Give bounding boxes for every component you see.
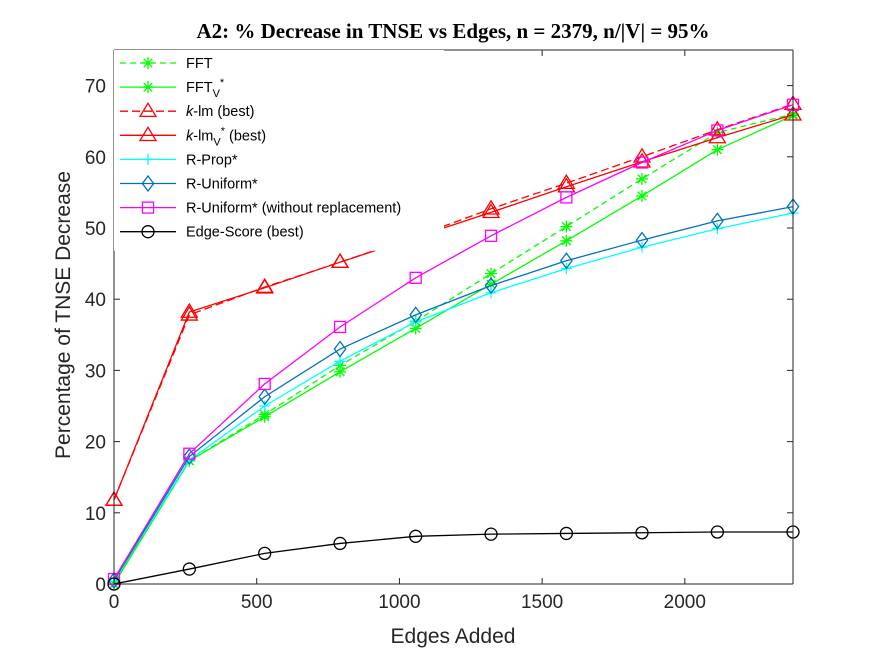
data-point-s3-5 [481, 203, 501, 219]
data-point-s0-6 [560, 220, 573, 233]
data-point-s0-7 [636, 172, 649, 185]
data-point-s6-5 [484, 229, 498, 242]
data-point-s2-5 [481, 199, 501, 215]
legend-label-5: R-Uniform* [186, 177, 258, 193]
data-point-s7-2 [258, 546, 272, 561]
data-point-s1-7 [636, 189, 649, 202]
data-point-s1-8 [711, 143, 724, 156]
data-point-s6-1 [183, 447, 196, 460]
data-point-s5-6 [559, 252, 573, 270]
data-point-s6-4 [409, 271, 422, 284]
series-line-4 [113, 212, 794, 582]
series-line-6 [113, 104, 794, 580]
data-point-s3-3 [330, 252, 350, 269]
y-tick-label-2: 20 [85, 433, 106, 454]
legend-marker-2 [138, 101, 158, 118]
legend-label-6: R-Uniform* (without replacement) [186, 201, 401, 217]
legend-box [114, 50, 444, 251]
data-point-s7-6 [559, 526, 574, 541]
y-tick-label-6: 60 [85, 148, 106, 169]
legend-marker-4 [142, 153, 154, 165]
data-point-s7-5 [484, 527, 498, 541]
y-tick-label-5: 50 [85, 219, 106, 240]
y-tick-label-7: 70 [85, 77, 106, 98]
legend-label-7: Edge-Score (best) [186, 225, 304, 241]
legend: FFT FFTV* k-lm (best) k-lmV* (best) R-Prop* R… [114, 50, 444, 251]
data-point-s5-5 [484, 277, 498, 295]
y-tick-label-4: 40 [85, 290, 106, 311]
legend-label-2: k-lm (best) [186, 104, 254, 120]
series-line-5 [113, 206, 794, 581]
data-point-s1-6 [560, 234, 573, 247]
data-point-s1-3 [334, 365, 347, 378]
chart-title: A2: % Decrease in TNSE vs Edges, n = 237… [196, 19, 709, 43]
data-point-s5-8 [710, 212, 724, 230]
legend-label-4: R-Prop* [186, 152, 238, 168]
data-point-s5-4 [409, 306, 423, 324]
data-point-s3-1 [180, 302, 199, 318]
data-point-s4-2 [259, 400, 271, 412]
data-point-s1-2 [258, 410, 271, 423]
data-point-s7-1 [182, 562, 196, 576]
x-tick-label-1: 500 [241, 592, 273, 613]
data-point-s6-8 [711, 124, 724, 137]
series-line-1 [113, 114, 794, 585]
series-line-7 [113, 531, 793, 585]
y-tick-label-1: 10 [85, 504, 106, 525]
data-point-s2-6 [557, 173, 576, 189]
data-point-s7-4 [409, 529, 423, 543]
data-point-s7-8 [710, 525, 725, 539]
series-line-3 [113, 114, 794, 501]
data-point-s6-6 [560, 191, 573, 204]
data-point-s5-1 [182, 447, 196, 466]
series-line-0 [113, 113, 794, 585]
y-tick-label-0: 0 [95, 575, 106, 596]
data-point-s5-2 [258, 388, 272, 406]
x-tick-label-0: 0 [109, 592, 120, 613]
y-tick-label-3: 30 [85, 361, 106, 382]
data-point-s7-7 [635, 526, 649, 540]
data-point-s5-0 [107, 571, 121, 590]
legend-label-3: k-lmV* (best) [186, 125, 266, 148]
x-axis-label: Edges Added [391, 625, 516, 648]
data-point-s2-8 [708, 120, 727, 136]
legend-label-1: FFTV* [186, 77, 225, 100]
legend-marker-6 [141, 201, 155, 214]
legend-marker-5 [141, 174, 155, 193]
data-point-s7-3 [333, 536, 347, 551]
data-point-s5-7 [635, 231, 649, 249]
data-point-s2-1 [180, 305, 199, 321]
data-point-s6-3 [333, 320, 347, 334]
data-point-s5-3 [333, 340, 347, 358]
data-point-s6-2 [258, 377, 271, 391]
legend-marker-7 [141, 225, 155, 239]
data-point-s6-7 [635, 156, 649, 169]
y-axis-label: Percentage of TNSE Decrease [52, 171, 75, 459]
legend-marker-3 [138, 126, 158, 142]
series-line-2 [113, 103, 794, 501]
x-tick-label-4: 2000 [664, 592, 706, 613]
legend-marker-0 [142, 57, 154, 69]
x-tick-label-2: 1000 [378, 592, 420, 613]
data-point-s3-2 [255, 278, 274, 294]
x-tick-label-3: 1500 [521, 592, 563, 613]
legend-marker-1 [142, 81, 154, 94]
legend-label-0: FFT [186, 56, 213, 72]
